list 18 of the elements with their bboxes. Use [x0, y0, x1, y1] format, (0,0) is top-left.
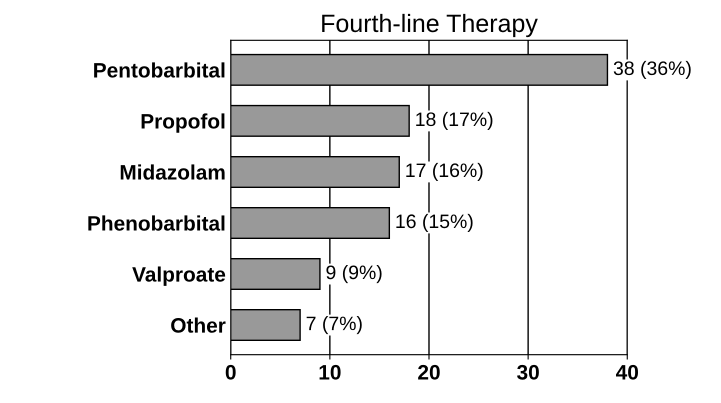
y-tick-label: Valproate: [132, 266, 226, 286]
y-tick-label: Pentobarbital: [94, 62, 224, 78]
y-tick-label: Midazolam: [120, 164, 225, 180]
chart-title: Fourth-line Therapy: [322, 14, 538, 38]
data-label: 9 (9%): [326, 264, 382, 284]
data-label: 38 (36%): [614, 60, 691, 79]
y-tick-label: Other: [171, 317, 226, 333]
data-label: 18 (17%): [416, 112, 492, 130]
data-label: 17 (16%): [406, 162, 482, 182]
x-tick-label: 10: [320, 364, 341, 380]
x-tick-label: 30: [517, 364, 539, 380]
y-tick-label: Propofol: [142, 113, 224, 133]
x-tick-label: 0: [226, 364, 236, 380]
x-tick-label: 20: [418, 364, 440, 380]
x-tick-label: 40: [616, 364, 638, 380]
data-label: 7 (7%): [306, 316, 362, 334]
data-label: 16 (15%): [396, 214, 473, 232]
y-tick-label: Phenobarbital: [88, 215, 224, 231]
